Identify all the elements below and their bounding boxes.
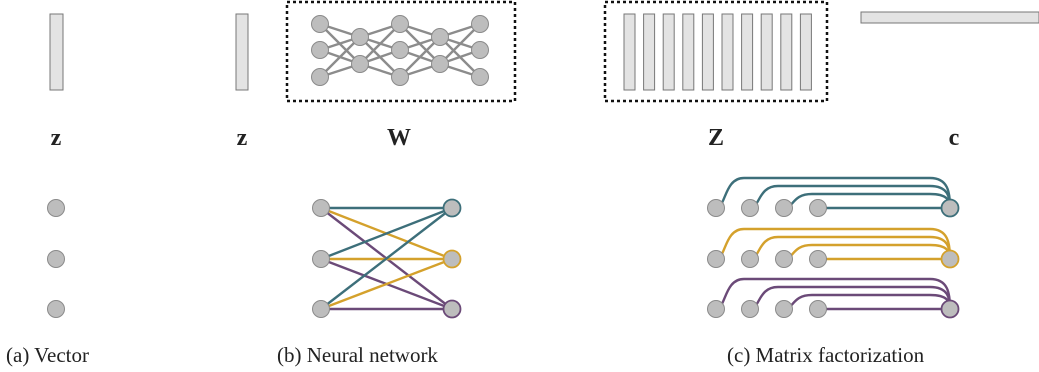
net-node-2-0 [391,15,409,33]
net-node-0-0 [311,15,329,33]
net-edge-0-2-0 [319,36,361,78]
panel-a: z (a) Vector [6,13,89,367]
factor-node-1-1 [707,199,725,217]
input-node-1 [312,199,330,217]
factor-node-1-2 [741,199,759,217]
symbol-w: W [387,125,411,151]
factorization-row-2 [707,227,960,269]
caption-b: (b) Neural network [277,343,438,367]
panel-c: Z c (c) Matrix factorization [603,0,1039,367]
net-node-0-1 [311,41,329,59]
factor-node-3-3 [775,300,793,318]
panel-b: z W (b) Neural network [235,0,517,367]
link-1-3 [783,192,952,210]
symbol-Z: Z [708,125,724,151]
caption-a: (a) Vector [6,343,89,367]
net-node-3-0 [431,28,449,46]
matrix-column-2 [643,13,656,91]
factor-node-2-3 [775,250,793,268]
net-node-4-2 [471,68,489,86]
matrix-column-4 [682,13,695,91]
input-node-3 [312,300,330,318]
factor-node-1-4 [809,199,827,217]
link-3-3 [783,293,952,311]
network-nodes [311,15,489,86]
net-node-3-1 [431,55,449,73]
edge-3-1 [320,207,453,310]
net-node-4-1 [471,41,489,59]
net-node-2-1 [391,41,409,59]
net-edge-3-1-0 [439,23,481,65]
edge-3-2 [320,257,453,311]
matrix-column-1 [623,13,636,91]
factor-node-2-4 [809,250,827,268]
code-bar [860,11,1039,24]
link-3-1 [715,277,952,311]
symbol-z-a: z [51,125,62,151]
bipartite-input-nodes [312,199,330,318]
bipartite-edges [320,206,453,311]
output-node-2 [442,249,462,269]
factor-node-3-2 [741,300,759,318]
matrix-column-6 [721,13,734,91]
matrix-column-9 [780,13,793,91]
vector-nodes [47,199,65,318]
matrix-column-5 [701,13,714,91]
caption-c: (c) Matrix factorization [727,343,925,367]
factor-node-1-3 [775,199,793,217]
vector-bar-b [235,13,249,91]
network-icon [311,15,489,86]
edge-2-1 [320,206,453,261]
matrix-column-10 [799,13,812,91]
input-node-2 [312,250,330,268]
link-1-1 [715,176,952,210]
bipartite-output-nodes [442,198,462,319]
output-node-3 [442,299,462,319]
network-box [285,0,517,103]
factorization-rows [707,176,960,319]
factor-node-3-4 [809,300,827,318]
net-node-0-2 [311,68,329,86]
factor-node-2-2 [741,250,759,268]
code-node-1 [940,198,960,218]
factor-node-2-1 [707,250,725,268]
factor-node-3-1 [707,300,725,318]
matrix-box [603,0,829,103]
node-a-2 [47,250,65,268]
symbol-c: c [949,125,960,151]
net-node-1-0 [351,28,369,46]
factorization-row-3 [707,277,960,319]
factorization-row-1 [707,176,960,218]
code-node-2 [940,249,960,269]
code-node-3 [940,299,960,319]
symbol-z-b: z [237,125,248,151]
node-a-3 [47,300,65,318]
vector-bar-a [49,13,64,91]
net-node-2-2 [391,68,409,86]
matrix-column-3 [662,13,675,91]
net-edge-1-1-0 [359,23,401,65]
net-node-1-1 [351,55,369,73]
matrix-column-7 [741,13,754,91]
link-2-1 [715,227,952,261]
matrix-column-8 [760,13,773,91]
matrix-columns [623,13,812,91]
link-2-3 [783,243,952,261]
node-a-1 [47,199,65,217]
net-node-4-0 [471,15,489,33]
net-edge-2-2-0 [399,36,441,78]
output-node-1 [442,198,462,218]
